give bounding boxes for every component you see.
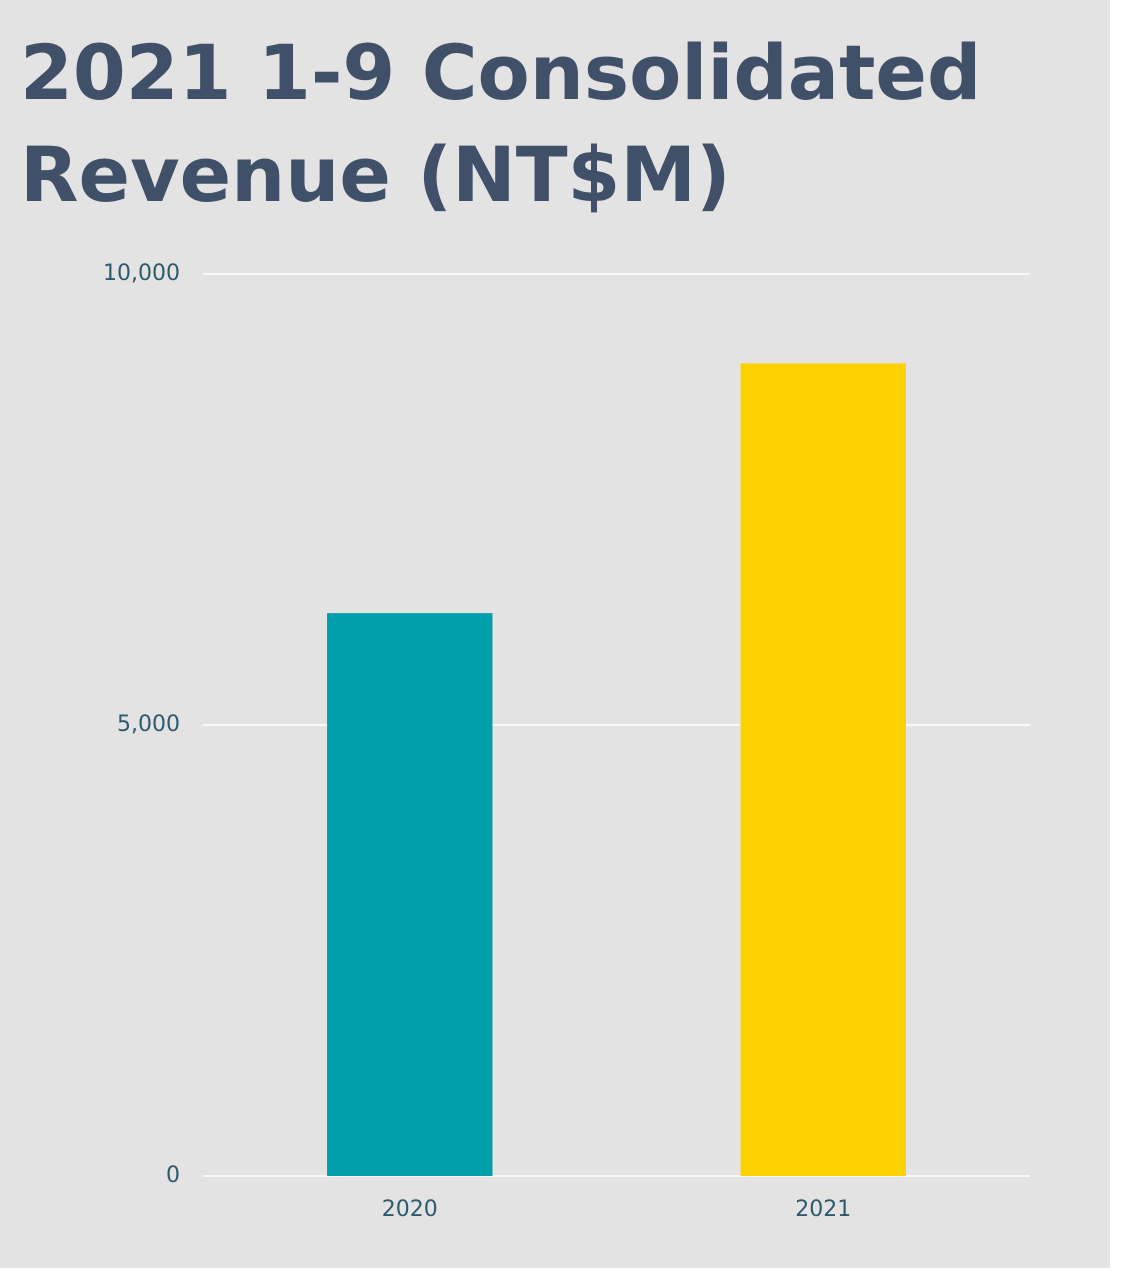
chart: 0 5,000 10,000 2020 2021 <box>103 261 1030 1222</box>
y-tick-label: 5,000 <box>117 712 180 737</box>
chart-panel <box>0 0 1110 1268</box>
bar <box>740 363 906 1177</box>
y-tick-label: 0 <box>166 1163 180 1188</box>
x-tick-label: 2020 <box>382 1197 438 1222</box>
x-tick-label: 2021 <box>795 1197 851 1222</box>
chart-title: 2021 1-9 Consolidated Revenue (NT$M) <box>20 28 982 219</box>
y-tick-label: 10,000 <box>103 261 180 286</box>
bar <box>327 613 493 1176</box>
